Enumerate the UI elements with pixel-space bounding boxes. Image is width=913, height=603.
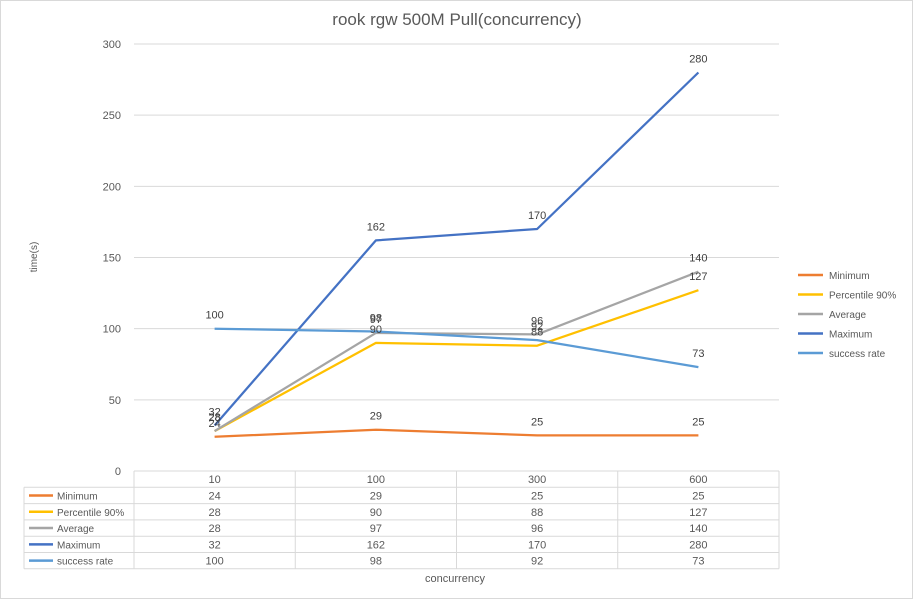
table-cell-value: 96 — [531, 523, 543, 535]
y-tick-label: 250 — [103, 110, 121, 122]
data-label: 28 — [209, 412, 221, 424]
data-label: 98 — [370, 313, 382, 325]
table-cell-value: 92 — [531, 556, 543, 568]
table-cell-value: 100 — [205, 556, 223, 568]
x-tick-label: 10 — [209, 474, 221, 486]
data-label: 100 — [205, 310, 223, 322]
table-cell-value: 90 — [370, 507, 382, 519]
data-table: 10 100 300 600 Minimum 24 29 25 25 Percentile 90%… — [23, 471, 780, 570]
table-series-name: Maximum — [57, 540, 100, 551]
data-label: 32 — [209, 406, 221, 418]
data-label: 25 — [692, 416, 704, 428]
y-tick-label: 0 — [115, 466, 121, 478]
y-tick-label: 150 — [103, 253, 121, 265]
table-series-name: success rate — [57, 557, 114, 568]
data-label: 29 — [370, 411, 382, 423]
data-label: 92 — [531, 321, 543, 333]
table-cell-value: 24 — [209, 490, 221, 502]
table-series-name: Minimum — [57, 491, 98, 502]
table-cell-value: 97 — [370, 523, 382, 535]
y-tick-label: 200 — [103, 181, 121, 193]
y-tick-label: 50 — [109, 395, 121, 407]
table-cell-value: 170 — [528, 539, 546, 551]
series-line — [214, 289, 699, 433]
data-label: 127 — [689, 271, 707, 283]
legend: Minimum Percentile 90% Average Maximum succe… — [798, 271, 896, 360]
table-cell-value: 127 — [689, 507, 707, 519]
table-cell-value: 98 — [370, 556, 382, 568]
table-cell-value: 32 — [209, 539, 221, 551]
table-series-name: Percentile 90% — [57, 508, 124, 519]
legend-label: success rate — [829, 349, 886, 360]
table-series-name: Average — [57, 524, 95, 535]
x-axis-label: concurrency — [425, 573, 485, 585]
data-label: 25 — [531, 416, 543, 428]
table-cell-value: 280 — [689, 539, 707, 551]
chart-title: rook rgw 500M Pull(concurrency) — [332, 10, 581, 29]
series-line — [214, 327, 699, 369]
data-label: 170 — [528, 210, 546, 222]
data-label: 97 — [370, 314, 382, 326]
table-cell-value: 140 — [689, 523, 707, 535]
data-label: 90 — [370, 324, 382, 336]
legend-label: Average — [829, 310, 867, 321]
legend-label: Minimum — [829, 271, 870, 282]
table-cell-value: 25 — [692, 490, 704, 502]
x-tick-label: 100 — [367, 474, 385, 486]
series-lines — [213, 71, 700, 438]
series-line — [214, 428, 699, 438]
table-cell-value: 29 — [370, 490, 382, 502]
table-cell-value: 28 — [209, 507, 221, 519]
data-label: 96 — [531, 315, 543, 327]
x-tick-label: 300 — [528, 474, 546, 486]
legend-label: Maximum — [829, 330, 872, 341]
data-label: 28 — [209, 412, 221, 424]
data-label: 88 — [531, 327, 543, 339]
series-line — [213, 71, 700, 427]
data-label: 280 — [689, 53, 707, 65]
data-label: 24 — [209, 418, 221, 430]
y-tick-label: 300 — [103, 39, 121, 51]
y-axis-label: time(s) — [29, 242, 40, 273]
series-line — [214, 270, 699, 433]
legend-label: Percentile 90% — [829, 291, 896, 302]
data-label: 140 — [689, 253, 707, 265]
table-cell-value: 25 — [531, 490, 543, 502]
data-label: 162 — [367, 221, 385, 233]
table-cell-value: 88 — [531, 507, 543, 519]
x-tick-label: 600 — [689, 474, 707, 486]
table-cell-value: 73 — [692, 556, 704, 568]
data-label: 73 — [692, 348, 704, 360]
table-cell-value: 162 — [367, 539, 385, 551]
y-tick-label: 100 — [103, 324, 121, 336]
table-cell-value: 28 — [209, 523, 221, 535]
y-axis-ticks: 0 50 100 150 200 250 300 — [103, 39, 121, 478]
